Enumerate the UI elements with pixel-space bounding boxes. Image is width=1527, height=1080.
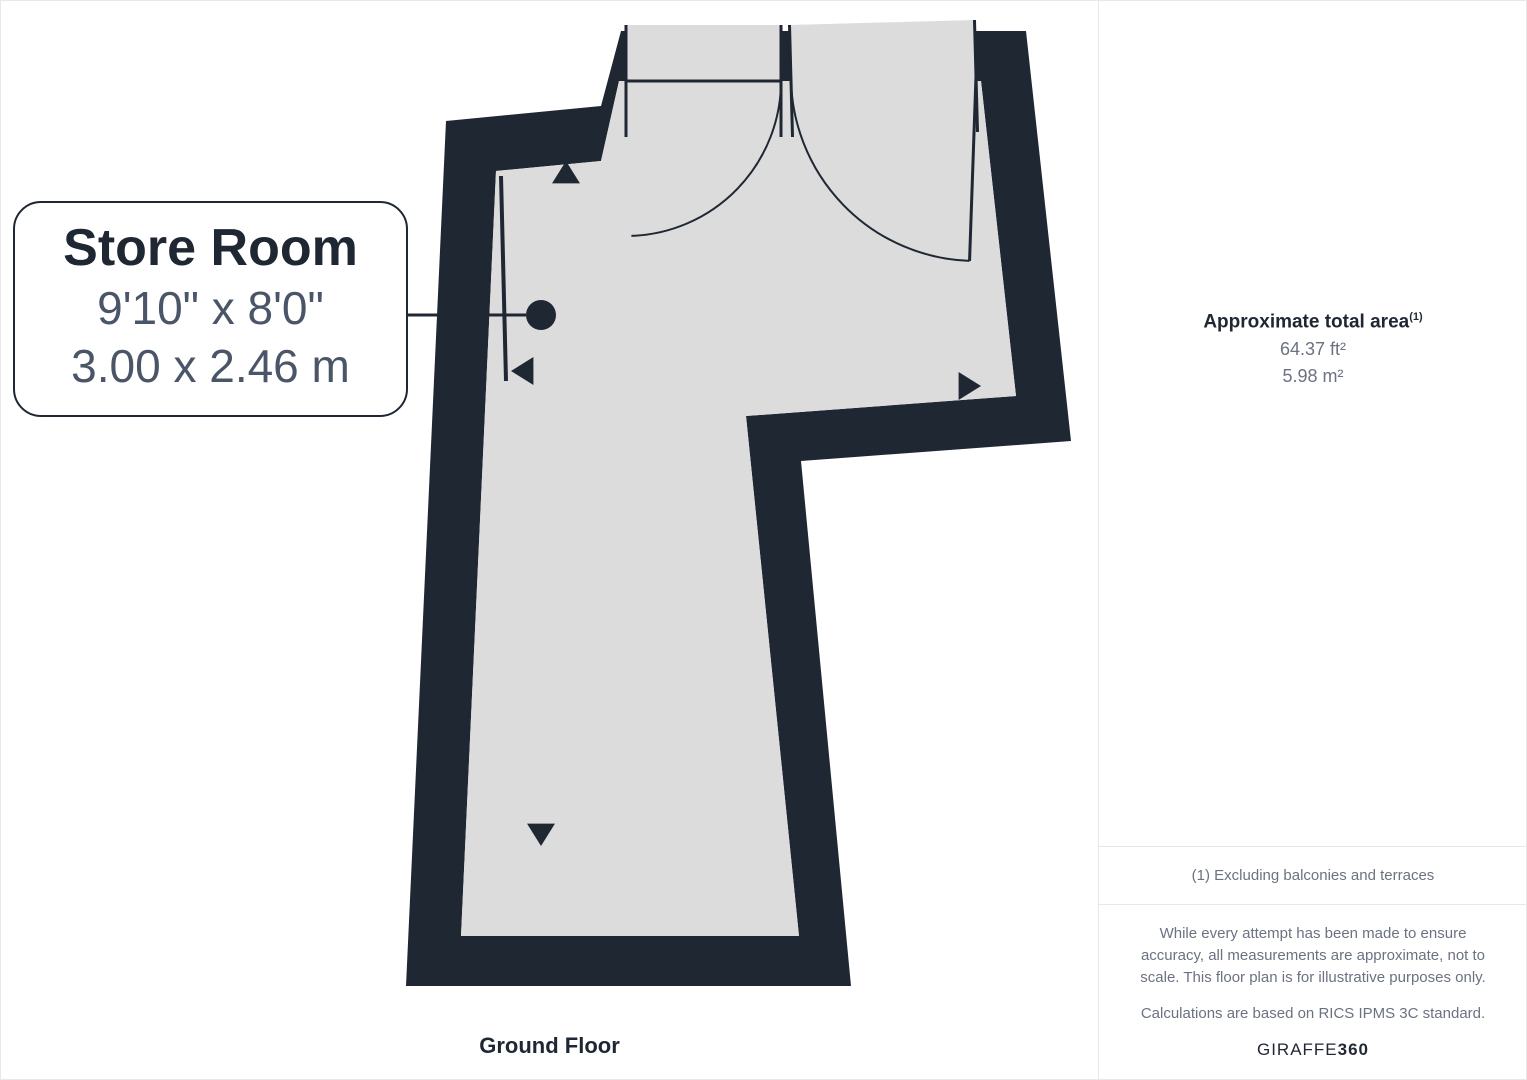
floor-fill xyxy=(461,81,1016,936)
floorplan-svg xyxy=(1,1,1098,1080)
room-name: Store Room xyxy=(39,221,382,276)
floor-caption: Ground Floor xyxy=(1,1033,1098,1059)
page: Store Room 9'10" x 8'0" 3.00 x 2.46 m Gr… xyxy=(0,0,1527,1080)
door-opening-1 xyxy=(789,20,977,137)
area-summary: Approximate total area(1) 64.37 ft² 5.98… xyxy=(1098,311,1527,387)
brand: GIRAFFE360 xyxy=(1128,1038,1498,1063)
room-dim-imperial: 9'10" x 8'0" xyxy=(39,282,382,335)
footnote-disclaimer: While every attempt has been made to ens… xyxy=(1098,904,1527,1080)
area-m: 5.98 m² xyxy=(1098,366,1527,387)
callout-dot-icon xyxy=(526,300,556,330)
area-ft: 64.37 ft² xyxy=(1098,339,1527,360)
footnote-exclusion: (1) Excluding balconies and terraces xyxy=(1098,846,1527,905)
floorplan-panel: Store Room 9'10" x 8'0" 3.00 x 2.46 m Gr… xyxy=(1,1,1099,1080)
area-title: Approximate total area(1) xyxy=(1098,311,1527,333)
disclaimer-text: While every attempt has been made to ens… xyxy=(1128,923,1498,988)
area-title-sup: (1) xyxy=(1409,311,1422,323)
brand-bold: 360 xyxy=(1338,1040,1369,1059)
calc-note: Calculations are based on RICS IPMS 3C s… xyxy=(1128,1003,1498,1025)
side-panel: Approximate total area(1) 64.37 ft² 5.98… xyxy=(1098,1,1527,1080)
room-dim-metric: 3.00 x 2.46 m xyxy=(39,340,382,393)
room-callout: Store Room 9'10" x 8'0" 3.00 x 2.46 m xyxy=(13,201,408,417)
area-title-text: Approximate total area xyxy=(1203,311,1409,332)
footnotes: (1) Excluding balconies and terraces Whi… xyxy=(1098,846,1527,1080)
brand-plain: GIRAFFE xyxy=(1257,1040,1338,1059)
